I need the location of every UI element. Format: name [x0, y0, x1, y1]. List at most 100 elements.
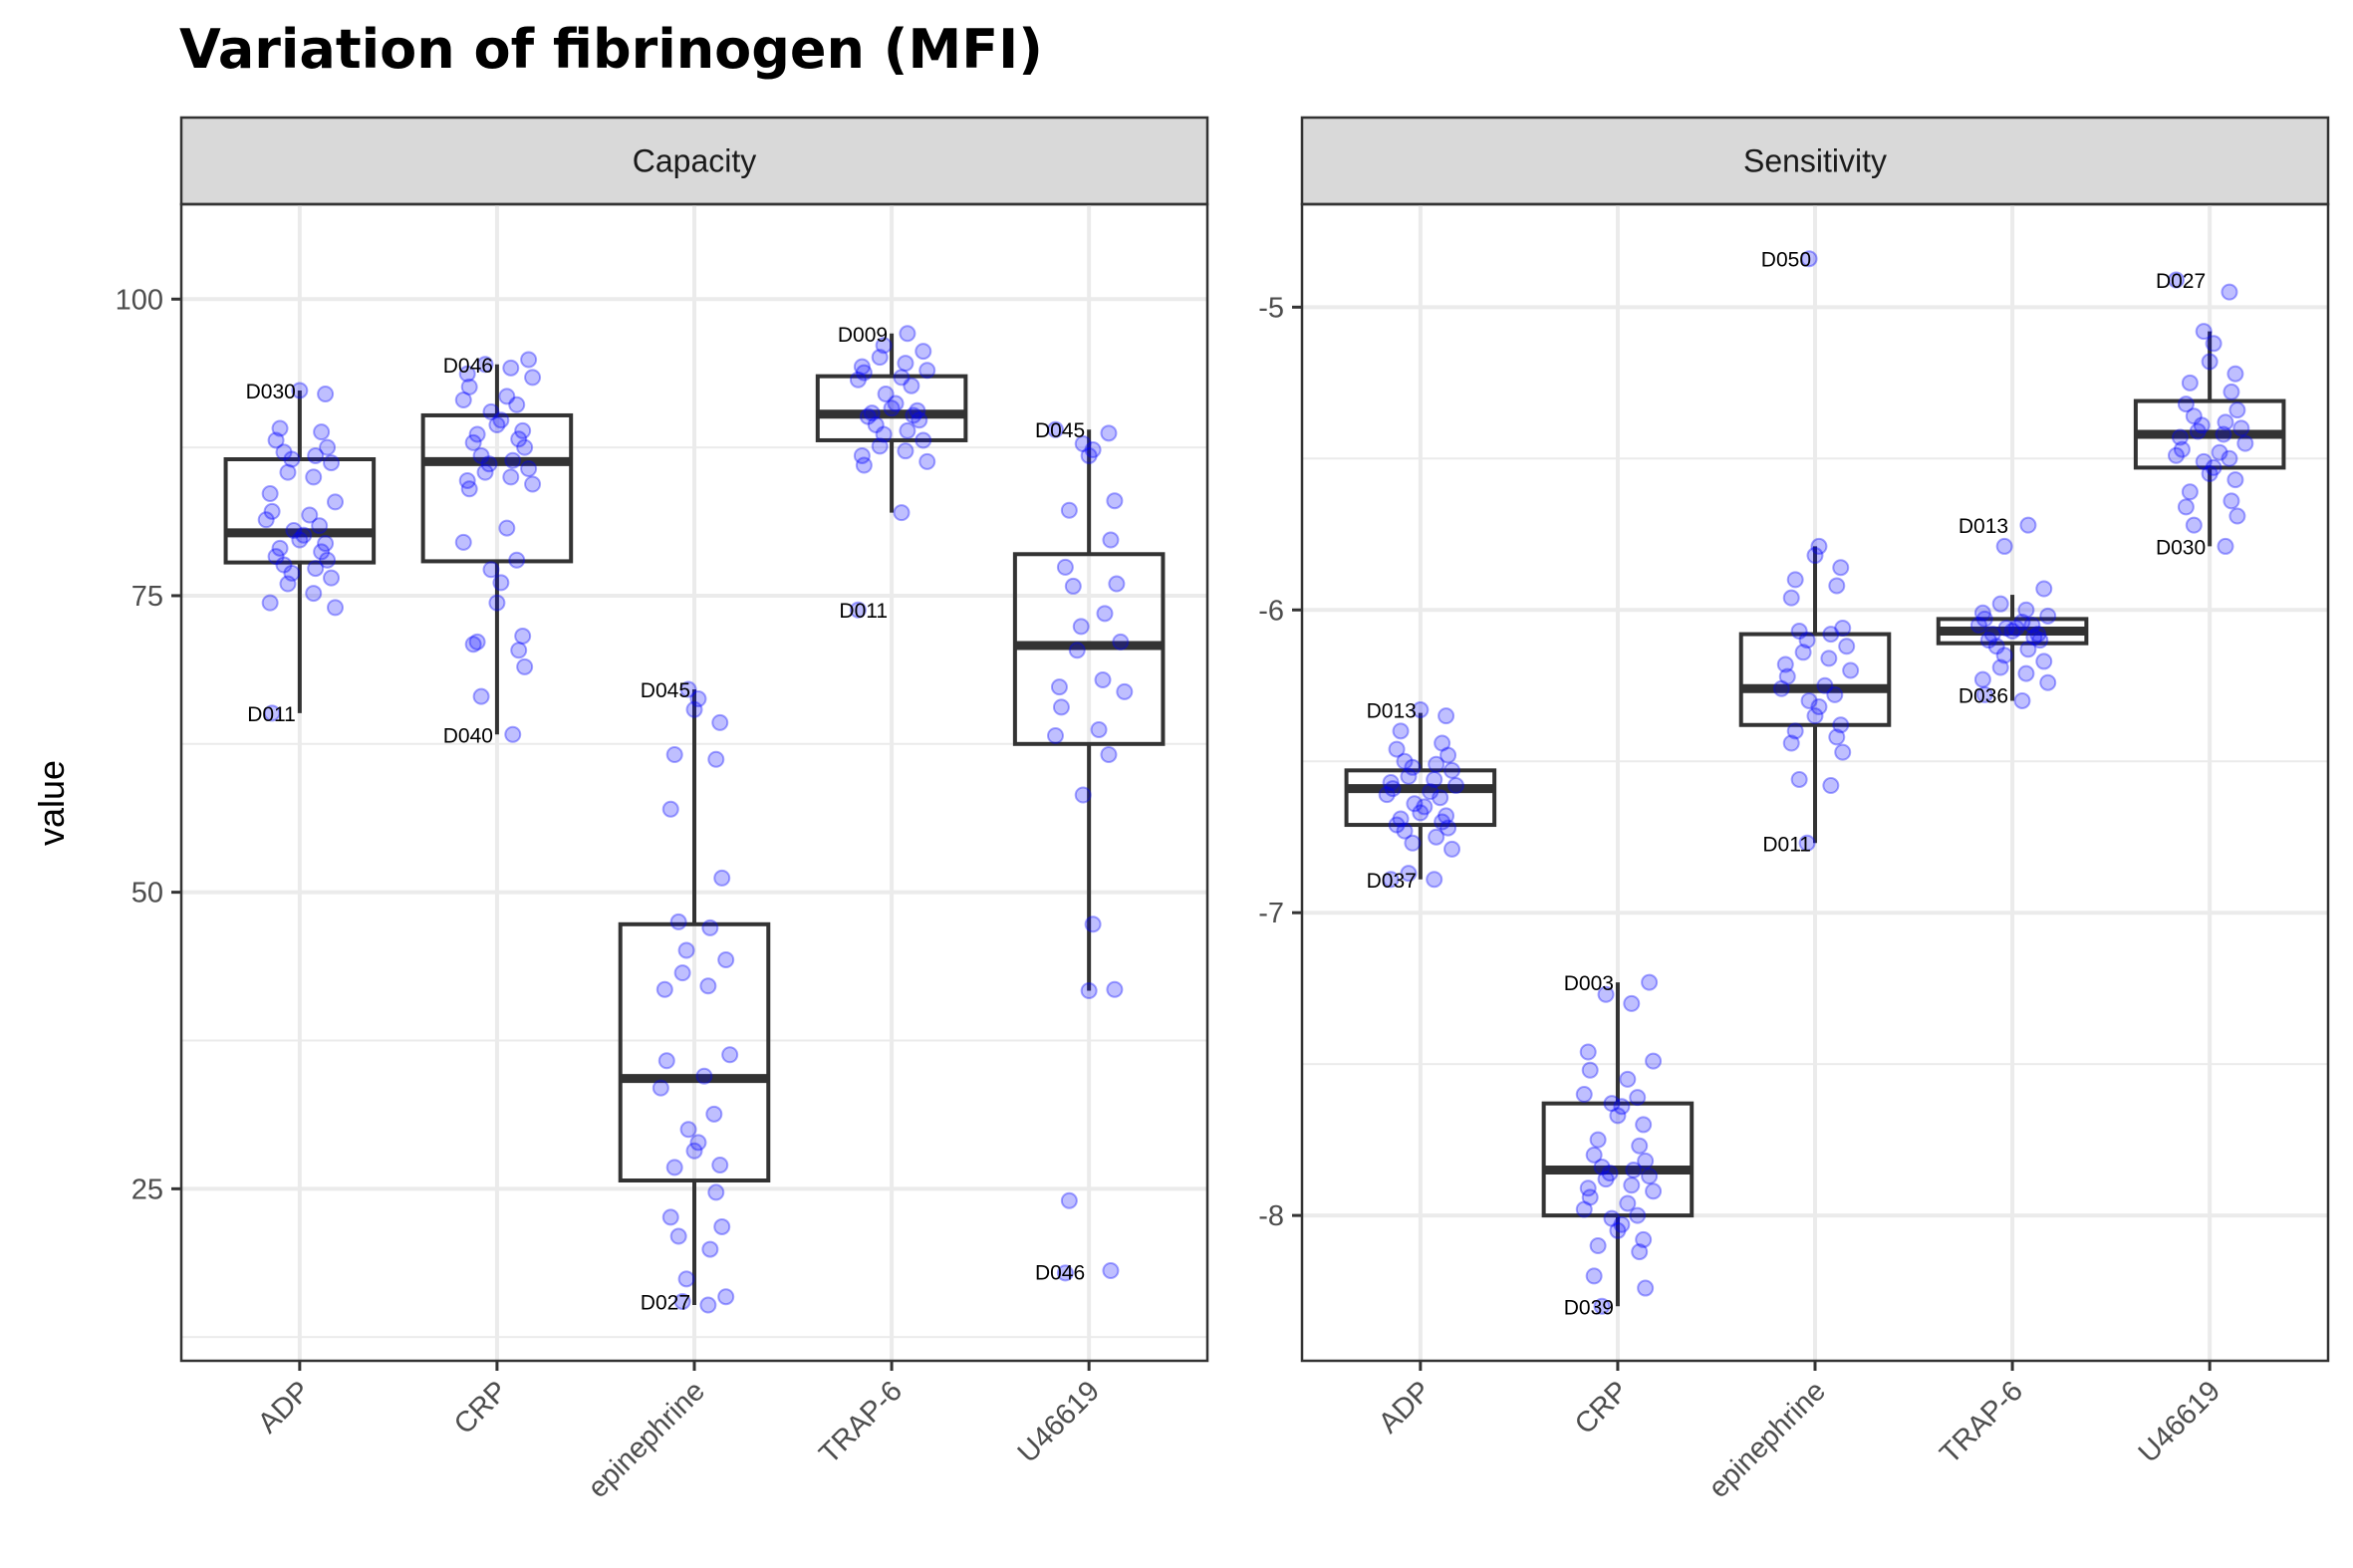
data-point	[1776, 655, 1794, 673]
data-point	[468, 633, 486, 651]
point-label: D003	[1564, 972, 1614, 995]
data-point	[2173, 440, 2191, 458]
x-tick-label: CRP	[448, 1375, 514, 1440]
data-point	[2171, 428, 2189, 446]
data-point	[893, 369, 911, 387]
data-point	[2222, 492, 2240, 510]
data-point	[1778, 667, 1796, 685]
box	[1541, 1101, 1695, 1218]
data-point	[1631, 1243, 1649, 1261]
data-point	[863, 404, 881, 422]
data-point	[903, 377, 920, 394]
data-point	[899, 325, 916, 343]
data-point	[1800, 250, 1818, 268]
data-point	[689, 1134, 707, 1152]
y-tick-label: 75	[131, 581, 163, 613]
data-point	[1822, 777, 1840, 795]
data-point	[2167, 446, 2185, 464]
data-point	[1597, 1171, 1615, 1188]
data-point	[1443, 761, 1461, 779]
data-point	[677, 941, 695, 959]
data-point	[1378, 786, 1396, 804]
data-point	[2181, 483, 2199, 501]
data-point	[1995, 537, 2013, 555]
data-point	[1392, 722, 1410, 740]
data-point	[887, 394, 905, 412]
data-point	[875, 337, 893, 355]
data-point	[1046, 726, 1064, 744]
data-point	[313, 423, 331, 441]
data-point	[283, 564, 301, 582]
data-point	[2177, 395, 2195, 413]
data-point	[1388, 740, 1406, 758]
data-point	[1991, 595, 2009, 613]
data-point	[1396, 752, 1414, 770]
point-label: D027	[2156, 270, 2206, 293]
point-label: D039	[1564, 1296, 1614, 1319]
data-point	[1439, 746, 1457, 764]
data-point	[257, 511, 275, 529]
data-point	[1090, 721, 1108, 739]
data-point	[1973, 670, 1991, 688]
data-point	[717, 1288, 735, 1306]
data-point	[1838, 638, 1856, 655]
data-point	[2221, 283, 2238, 301]
data-point	[504, 451, 522, 469]
y-tick-label: -8	[1258, 1200, 1284, 1232]
data-point	[1434, 734, 1451, 752]
box	[815, 374, 968, 442]
data-point	[1786, 722, 1804, 740]
data-point	[2201, 464, 2219, 482]
data-point	[1806, 707, 1824, 725]
data-point	[655, 980, 673, 998]
data-point	[2228, 401, 2246, 419]
data-point	[510, 642, 528, 659]
data-point	[2232, 419, 2250, 437]
point-label: D009	[838, 324, 888, 347]
data-point	[1080, 981, 1098, 999]
data-point	[488, 594, 506, 612]
data-point	[468, 425, 486, 443]
data-point	[661, 1208, 679, 1226]
data-point	[1603, 1209, 1621, 1227]
data-point	[2025, 629, 2043, 647]
data-point	[2017, 664, 2035, 682]
data-point	[1623, 994, 1641, 1012]
data-point	[1816, 676, 1834, 694]
data-point	[1100, 424, 1118, 442]
data-point	[1579, 1179, 1597, 1197]
x-tick-label: CRP	[1569, 1375, 1635, 1440]
data-point	[1074, 435, 1092, 453]
data-point	[1987, 638, 2005, 655]
data-point	[1064, 577, 1082, 595]
data-point	[1080, 446, 1098, 464]
data-point	[1384, 780, 1402, 798]
point-label: D046	[443, 355, 493, 378]
data-point	[1112, 633, 1130, 651]
data-point	[2007, 619, 2025, 637]
data-point	[520, 460, 538, 478]
data-point	[2035, 653, 2053, 670]
data-point	[1593, 1297, 1611, 1315]
data-point	[2226, 365, 2244, 383]
data-point	[1629, 1206, 1647, 1224]
data-point	[1068, 642, 1086, 659]
data-point	[905, 406, 922, 424]
data-point	[1084, 915, 1102, 933]
data-point	[1828, 728, 1846, 746]
x-tick-label: TRAP-6	[813, 1375, 909, 1470]
data-point	[2189, 422, 2207, 440]
data-point	[2013, 691, 2031, 709]
data-point	[1979, 632, 1997, 650]
box	[1344, 768, 1497, 828]
y-tick-label: 50	[131, 878, 163, 910]
chart-title: Variation of fibrinogen (MFI)	[179, 18, 1043, 81]
box	[223, 457, 377, 565]
data-point	[460, 480, 478, 498]
data-point	[849, 371, 867, 389]
data-point	[311, 517, 329, 535]
data-point	[1613, 1098, 1631, 1116]
data-point	[1834, 743, 1852, 761]
point-label: D040	[443, 724, 493, 747]
data-point	[1645, 1052, 1663, 1070]
